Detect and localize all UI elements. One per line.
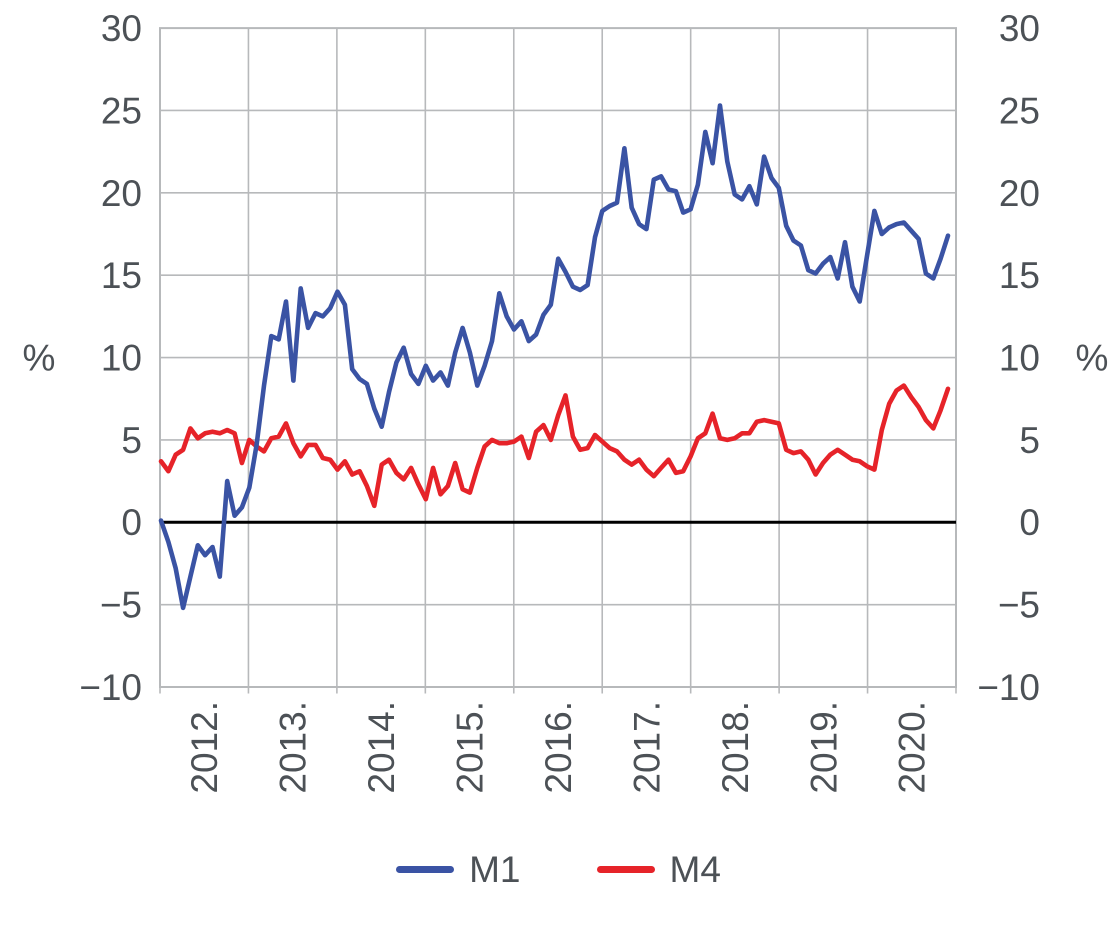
- y-axis-unit-right: %: [1076, 338, 1109, 379]
- y-tick-label-left: 20: [101, 173, 142, 214]
- x-tick-label: 2019.: [803, 701, 844, 794]
- x-tick-label: 2020.: [892, 701, 933, 794]
- legend-item-m1: M1: [396, 848, 521, 890]
- y-tick-label-left: −5: [100, 585, 142, 626]
- y-tick-label-right: 0: [1019, 502, 1040, 543]
- y-tick-label-left: 25: [101, 90, 142, 131]
- x-tick-label: 2015.: [450, 701, 491, 794]
- y-tick-label-left: 0: [121, 502, 142, 543]
- chart-legend: M1 M4: [0, 843, 1117, 895]
- y-tick-label-left: 5: [121, 420, 142, 461]
- y-tick-label-right: 20: [999, 173, 1040, 214]
- y-tick-label-right: 15: [999, 255, 1040, 296]
- m4-line: [158, 383, 951, 509]
- x-tick-label: 2012.: [184, 701, 225, 794]
- legend-label: M1: [469, 848, 521, 890]
- m1-line: [158, 103, 951, 611]
- y-tick-label-right: 5: [1019, 420, 1040, 461]
- x-tick-label: 2014.: [361, 701, 402, 794]
- y-tick-label-right: 30: [999, 8, 1040, 49]
- y-tick-label-left: 30: [101, 8, 142, 49]
- legend-label: M4: [669, 848, 721, 890]
- legend-swatch-m1: [396, 865, 455, 873]
- y-tick-label-right: 25: [999, 90, 1040, 131]
- y-tick-label-left: −10: [79, 667, 142, 708]
- legend-item-m4: M4: [596, 848, 721, 890]
- x-tick-label: 2016.: [538, 701, 579, 794]
- y-tick-label-right: −10: [977, 667, 1040, 708]
- y-tick-label-left: 15: [101, 255, 142, 296]
- y-tick-label-right: −5: [998, 585, 1040, 626]
- legend-swatch-m4: [596, 865, 655, 873]
- x-tick-label: 2017.: [626, 701, 667, 794]
- plot-border: [159, 27, 957, 689]
- x-tick-label: 2018.: [715, 701, 756, 794]
- y-tick-label-right: 10: [999, 338, 1040, 379]
- y-tick-label-left: 10: [101, 338, 142, 379]
- y-axis-unit-left: %: [23, 338, 56, 379]
- x-tick-label: 2013.: [273, 701, 314, 794]
